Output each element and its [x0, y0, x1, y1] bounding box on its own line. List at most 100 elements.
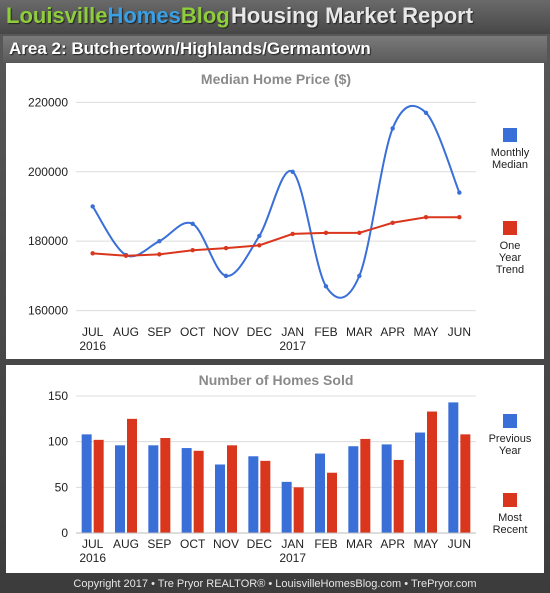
brand-logo: LouisvilleHomesBlog [6, 3, 230, 29]
y-tick-label: 0 [61, 526, 68, 540]
data-point [423, 215, 429, 220]
x-year-label: 2016 [79, 551, 106, 565]
data-point [123, 253, 129, 258]
bar [260, 460, 271, 533]
x-tick-label: NOV [213, 537, 239, 551]
x-tick-label: AUG [113, 325, 139, 339]
y-tick-label: 220000 [28, 95, 68, 109]
legend-label: Year [499, 445, 522, 457]
legend-label: One [500, 240, 521, 252]
legend-label: Median [492, 159, 528, 171]
bar [227, 445, 237, 533]
series-line [92, 216, 460, 257]
data-point [423, 110, 429, 115]
legend-swatch [503, 493, 517, 507]
data-point [157, 252, 162, 257]
bar [81, 434, 92, 533]
x-tick-label: MAR [346, 537, 373, 551]
x-tick-label: JUN [448, 537, 471, 551]
bar [93, 439, 104, 533]
x-tick-label: DEC [247, 537, 273, 551]
data-point [290, 231, 295, 237]
area-bar: Area 2: Butchertown/Highlands/Germantown [3, 36, 547, 62]
x-tick-label: AUG [113, 537, 139, 551]
x-tick-label: FEB [314, 537, 337, 551]
legend-label: Previous [489, 433, 532, 445]
median-price-panel: Median Home Price ($) 160000 180000 200000 2… [6, 63, 544, 359]
data-point [323, 230, 329, 236]
data-point [457, 190, 462, 195]
data-point [357, 230, 362, 236]
bar [427, 411, 437, 533]
bar [193, 450, 204, 533]
data-point [90, 204, 95, 209]
data-point [323, 284, 329, 289]
x-tick-label: FEB [314, 325, 337, 339]
report-title: Housing Market Report [231, 3, 474, 28]
y-tick-label: 160000 [28, 304, 68, 318]
bar [348, 446, 359, 533]
chart-title: Median Home Price ($) [201, 71, 351, 87]
series-line [91, 104, 461, 299]
data-point [157, 238, 162, 244]
x-tick-label: APR [380, 325, 405, 339]
x-tick-label: JUN [448, 325, 471, 339]
y-tick-label: 200000 [28, 165, 68, 179]
bar [448, 402, 459, 533]
x-tick-label: OCT [180, 325, 206, 339]
area-title: Area 2: Butchertown/Highlands/Germantown [9, 39, 371, 58]
x-tick-label: DEC [247, 325, 273, 339]
data-point [223, 273, 229, 279]
bar [460, 434, 471, 533]
x-year-label: 2016 [79, 339, 106, 353]
homes-sold-panel: Number of Homes Sold 0 50 100 150 JUL 2016 AUG S… [6, 365, 544, 573]
x-tick-label: JAN [281, 537, 304, 551]
legend-label: Trend [496, 264, 524, 276]
bar [281, 481, 292, 533]
x-year-label: 2017 [279, 551, 306, 565]
bar [181, 448, 192, 533]
bar [293, 487, 304, 533]
bar [148, 445, 159, 533]
footer-copyright: Copyright 2017 • Tre Pryor REALTOR® • Lo… [73, 578, 477, 590]
legend-swatch [503, 128, 517, 142]
bar [393, 459, 404, 533]
data-point [457, 215, 462, 220]
median-price-chart: Median Home Price ($) 160000 180000 200000 2… [28, 71, 530, 353]
brand-part-louisville: Louisville [6, 3, 108, 28]
legend-label: Monthly [491, 147, 530, 159]
bar [215, 464, 225, 533]
bar [360, 438, 371, 533]
data-point [390, 220, 395, 225]
header-bar: LouisvilleHomesBlog Housing Market Repor… [0, 0, 550, 34]
bar [248, 456, 259, 533]
legend-swatch [503, 221, 517, 235]
y-tick-label: 100 [48, 435, 68, 449]
data-point [357, 273, 362, 279]
x-tick-label: OCT [180, 537, 206, 551]
y-tick-label: 150 [48, 389, 68, 403]
bar [415, 432, 425, 533]
data-point [257, 243, 262, 248]
y-tick-label: 180000 [28, 234, 68, 248]
x-tick-label: MAR [346, 325, 373, 339]
x-year-label: 2017 [279, 339, 306, 353]
data-point [190, 221, 195, 227]
data-point [223, 245, 229, 251]
data-point [257, 233, 262, 239]
x-tick-label: MAY [413, 537, 438, 551]
legend-label: Most [498, 512, 522, 524]
data-point [390, 126, 395, 131]
bar [381, 444, 392, 533]
bar [115, 445, 125, 533]
x-tick-label: JUL [82, 325, 104, 339]
chart-title: Number of Homes Sold [199, 372, 354, 388]
x-tick-label: JUL [82, 537, 104, 551]
data-point [190, 248, 195, 253]
x-tick-label: JAN [281, 325, 304, 339]
brand-part-homes: Homes [107, 3, 181, 28]
x-tick-label: MAY [413, 325, 438, 339]
bar [315, 453, 325, 533]
